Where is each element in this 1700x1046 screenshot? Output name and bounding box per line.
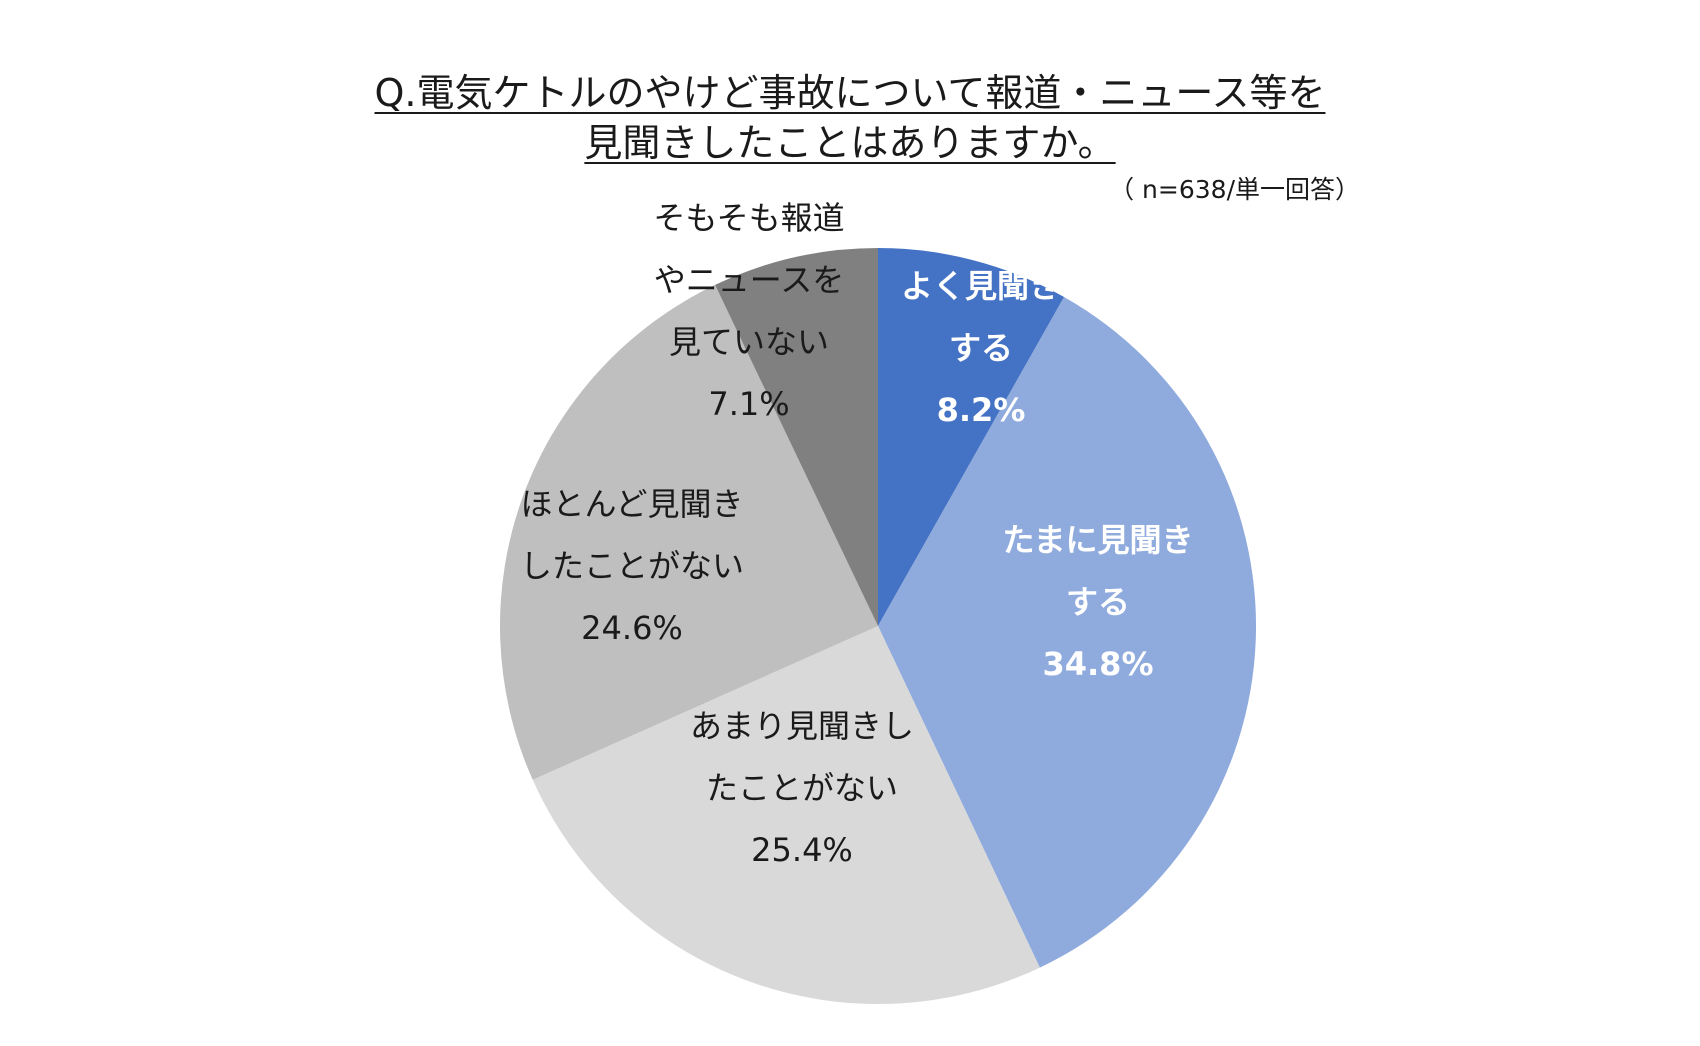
slice-category-label: たまに見聞き <box>1002 521 1193 559</box>
chart-title-line-2: 見聞きしたことはありますか。 <box>584 121 1116 165</box>
pie-slice-3 <box>500 284 878 780</box>
slice-value-label: 8.2% <box>937 391 1026 429</box>
slice-value-label: 34.8% <box>1042 645 1153 683</box>
chart-title-line-1: Q.電気ケトルのやけど事故について報道・ニュース等を <box>374 71 1326 115</box>
slice-category-label: 見ていない <box>669 323 829 361</box>
slice-category-label: あまり見聞きし <box>690 707 914 745</box>
slice-category-label: ほとんど見聞き <box>520 485 743 523</box>
slice-value-label: 24.6% <box>581 609 683 647</box>
slice-category-label: する <box>1066 583 1130 621</box>
slice-category-label: たことがない <box>706 769 898 807</box>
slice-category-label: そもそも報道 <box>653 199 844 237</box>
slice-category-label: やニュースを <box>654 261 844 299</box>
chart-subtitle: （ n=638/単一回答） <box>1109 175 1360 204</box>
slice-value-label: 7.1% <box>708 385 789 423</box>
pie-slice-0 <box>878 248 1065 626</box>
slice-category-label: する <box>949 329 1013 367</box>
slice-category-label: したことがない <box>520 547 744 585</box>
slice-category-label: よく見聞き <box>901 267 1061 305</box>
pie-slice-1 <box>878 296 1256 968</box>
slice-value-label: 25.4% <box>751 831 853 869</box>
pie-slice-4 <box>715 248 878 626</box>
pie-slice-2 <box>532 626 1040 1005</box>
